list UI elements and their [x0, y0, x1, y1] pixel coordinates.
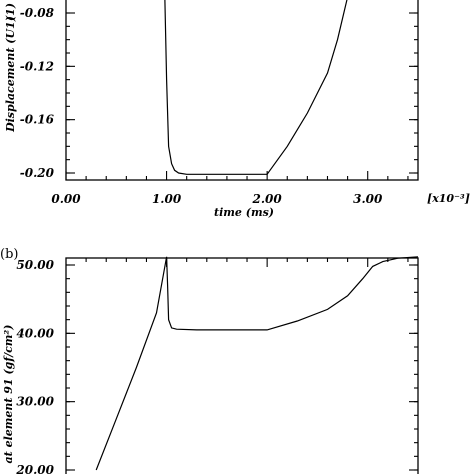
y-axis-label-bottom: at element 91 (gf/cm²) — [2, 325, 15, 464]
axis-ticks-bottom — [66, 258, 418, 471]
y-tick-label: 40.00 — [16, 326, 54, 340]
x-tick-labels-top: 0.00 1.00 2.00 3.00 — [51, 192, 383, 206]
y-tick-label: -0.08 — [20, 6, 55, 20]
y-tick-label: 30.00 — [16, 395, 54, 409]
axis-ticks-top — [65, 12, 418, 180]
x-tick-label: 2.00 — [252, 192, 283, 206]
x-multiplier-label: [x10⁻³] — [427, 192, 470, 205]
y-tick-label: -0.20 — [20, 166, 55, 180]
x-tick-label: 1.00 — [152, 192, 182, 206]
y-tick-label: -0.12 — [20, 59, 54, 73]
x-tick-label: 0.00 — [51, 192, 81, 206]
y-axis-label-top-partial: (1) — [4, 3, 17, 21]
y-tick-labels-bottom: 20.00 30.00 40.00 50.00 — [15, 258, 54, 474]
displacement-chart: -0.20 -0.16 -0.12 -0.08 0.00 1.00 2.00 3.00 ti… — [4, 0, 470, 219]
x-tick-label: 3.00 — [353, 192, 383, 206]
displacement-curve — [164, 0, 348, 175]
plot-frame-bottom — [65, 257, 419, 474]
y-tick-label: 20.00 — [15, 463, 54, 474]
stress-chart: (b) 20.00 30.00 40.00 50.00 at element 91 (… — [0, 247, 419, 474]
stress-curve — [95, 256, 419, 471]
panel-label-b: (b) — [0, 247, 18, 262]
y-tick-label: 50.00 — [16, 258, 54, 272]
y-axis-label-top: Displacement (U1) — [4, 16, 17, 133]
x-axis-label-top: time (ms) — [214, 206, 274, 219]
y-tick-label: -0.16 — [20, 113, 55, 127]
plot-frame-top — [65, 0, 419, 181]
y-tick-labels-top: -0.20 -0.16 -0.12 -0.08 — [20, 6, 55, 180]
